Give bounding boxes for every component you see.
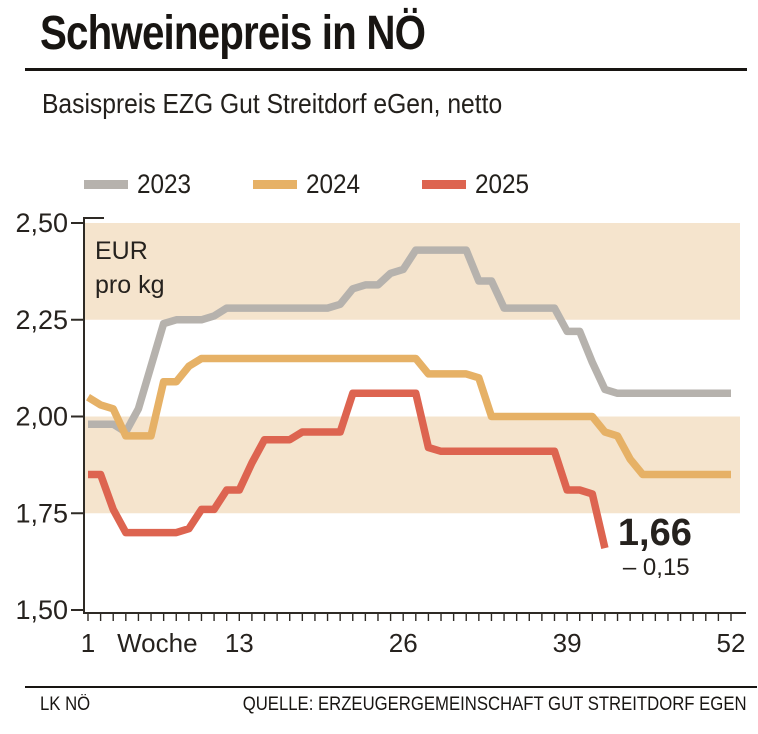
last-value-label: 1,66	[618, 512, 692, 554]
y-tick-label: 1,75	[15, 498, 68, 528]
x-tick-label: 13	[225, 628, 254, 658]
legend-label-2024: 2024	[306, 169, 361, 199]
x-axis-ticks	[87, 613, 732, 621]
legend-swatch-2023	[84, 180, 128, 189]
x-tick-label: 26	[389, 628, 418, 658]
x-axis-title: Woche	[117, 628, 197, 658]
highlight-band	[84, 223, 740, 320]
x-tick-label: 52	[717, 628, 746, 658]
chart-legend: 2023 2024 2025	[84, 171, 591, 198]
y-axis-labels: 2,50 2,25 2,00 1,75 1,50	[15, 208, 68, 625]
footer-source: QUELLE: ERZEUGERGEMEINSCHAFT GUT STREITD…	[243, 694, 747, 715]
unit-label-line1: EUR	[95, 237, 148, 265]
series-line-2024	[86, 354, 731, 479]
title-divider	[25, 68, 747, 71]
legend-item-2025: 2025	[422, 171, 535, 198]
axes	[83, 217, 746, 614]
x-axis-labels: 1 Woche 13 26 39 52	[81, 628, 746, 658]
series-line-2025	[88, 389, 609, 549]
axis-line	[83, 217, 746, 614]
page-title: Schweinepreis in NÖ	[40, 7, 426, 60]
unit-label-line2: pro kg	[95, 271, 164, 299]
legend-item-2023: 2023	[84, 171, 197, 198]
x-tick-label: 1	[81, 628, 95, 658]
y-tick-label: 2,50	[15, 208, 68, 238]
series-lines	[86, 246, 731, 549]
subtitle: Basispreis EZG Gut Streitdorf eGen, nett…	[42, 88, 503, 119]
highlight-band	[84, 416, 740, 514]
y-axis-ticks	[71, 222, 84, 611]
legend-label-2025: 2025	[475, 169, 530, 199]
footer-credit: LK NÖ	[40, 694, 91, 715]
series-line-2023	[88, 246, 731, 436]
delta-label: – 0,15	[623, 554, 690, 581]
y-tick-label: 1,50	[15, 595, 68, 625]
legend-item-2024: 2024	[253, 171, 366, 198]
x-tick-label: 39	[553, 628, 582, 658]
y-tick-label: 2,00	[15, 402, 68, 432]
y-tick-label: 2,25	[15, 305, 68, 335]
legend-label-2023: 2023	[137, 169, 192, 199]
legend-swatch-2024	[253, 180, 298, 189]
legend-swatch-2025	[422, 180, 467, 189]
footer-divider	[25, 686, 757, 688]
